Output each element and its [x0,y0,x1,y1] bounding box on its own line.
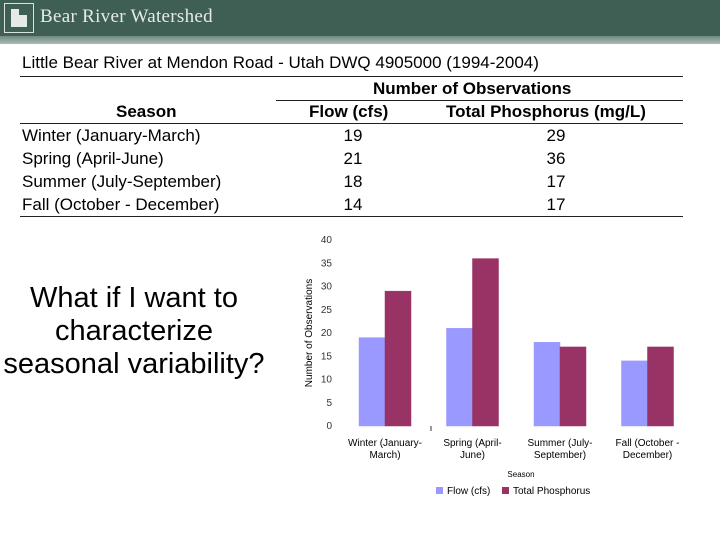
group-header: Number of Observations [373,79,572,98]
cell-flow: 19 [343,126,363,145]
phosphorus-bar [472,258,499,427]
header-bar: Bear River Watershed [0,0,720,36]
cell-season: Fall (October - December) [22,195,220,214]
y-tick-label: 30 [321,282,333,293]
question-text: What if I want to characterize seasonal … [3,282,265,380]
legend-swatch-flow [436,487,443,494]
table-title: Little Bear River at Mendon Road - Utah … [22,53,539,72]
y-tick-label: 20 [321,328,333,339]
phosphorus-bar [384,290,412,427]
group-rule [276,100,683,101]
column-header-flow: Flow (cfs) [309,102,389,121]
column-header-season: Season [116,102,177,121]
cell-season: Spring (April-June) [22,149,164,168]
x-tick-label: September) [534,450,586,461]
flow-bar [533,342,561,427]
legend-swatch-phosphorus [502,487,509,494]
watershed-logo [4,3,34,33]
header-strip [0,36,720,44]
phosphorus-bar [647,346,674,427]
y-tick-label: 5 [326,398,332,409]
y-tick-label: 25 [321,305,333,316]
table-bottom-rule [20,216,683,217]
observations-bar-chart: 0 5 10 15 20 25 30 35 40 Number of Observations Wi… [304,235,680,497]
legend-label: Flow (cfs) [447,486,490,497]
phosphorus-bar [559,346,587,427]
header-rule [20,123,683,124]
cell-flow: 14 [343,195,363,214]
x-tick-label: Summer (July- [527,438,592,449]
y-tick-label: 0 [326,421,332,432]
y-tick-label: 15 [321,351,333,362]
utah-map-icon [11,9,27,27]
cell-flow: 18 [343,172,363,191]
cell-tp: 17 [546,172,566,191]
flow-bar [621,360,648,427]
x-tick-label: Spring (April- [443,438,501,449]
x-tick-label: March) [369,450,400,461]
flow-bar [358,337,386,427]
cell-flow: 21 [343,149,363,168]
cell-tp: 17 [546,195,566,214]
y-axis-label: Number of Observations [304,279,315,387]
x-tick-label: Winter (January- [348,438,422,449]
brand-title: Bear River Watershed [40,6,213,27]
x-tick-label: December) [623,450,672,461]
y-tick-label: 40 [321,235,333,246]
table-top-rule [20,76,683,77]
x-tick-label: Fall (October - [616,438,680,449]
cell-season: Winter (January-March) [22,126,201,145]
y-tick-label: 10 [321,375,333,386]
x-tick-label: June) [460,450,485,461]
cell-tp: 29 [546,126,566,145]
cell-tp: 36 [546,149,566,168]
y-tick-label: 35 [321,258,333,269]
cell-season: Summer (July-September) [22,172,222,191]
x-axis-label: Season [507,470,534,479]
flow-bar [446,328,473,427]
legend-label: Total Phosphorus [513,486,590,497]
column-header-tp: Total Phosphorus (mg/L) [446,102,646,121]
